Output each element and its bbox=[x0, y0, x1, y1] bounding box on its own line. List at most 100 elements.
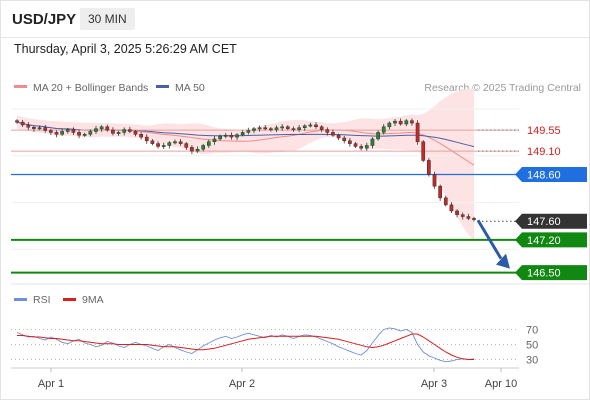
candle-body bbox=[252, 128, 256, 131]
candle-body bbox=[325, 129, 330, 133]
candlestick bbox=[393, 118, 397, 127]
candle-body bbox=[269, 128, 273, 131]
candle-body bbox=[466, 216, 471, 219]
candle-body bbox=[427, 160, 431, 175]
candle-body bbox=[116, 132, 121, 134]
candle-body bbox=[432, 174, 437, 187]
rsi-ma-legend-label: 9MA bbox=[82, 294, 104, 306]
candlestick bbox=[353, 141, 358, 149]
candle-body bbox=[235, 134, 239, 138]
candle-body bbox=[54, 132, 59, 135]
candlestick bbox=[455, 209, 459, 218]
candle-body bbox=[331, 132, 335, 136]
candlestick bbox=[269, 127, 273, 132]
source-credit: Research © 2025 Trading Central bbox=[424, 82, 581, 94]
candle-body bbox=[37, 127, 42, 130]
price-label-149.10: 149.10 bbox=[527, 146, 561, 158]
candle-body bbox=[88, 131, 93, 135]
timeframe-badge[interactable]: 30 MIN bbox=[80, 8, 135, 30]
candlestick bbox=[235, 133, 239, 141]
candlestick bbox=[336, 133, 341, 141]
candlestick bbox=[71, 127, 76, 135]
price-tag-148.60 bbox=[515, 166, 587, 182]
candlestick bbox=[381, 124, 386, 135]
candlestick bbox=[133, 129, 138, 137]
candle-body bbox=[410, 120, 414, 124]
candlestick bbox=[460, 212, 465, 220]
candlestick bbox=[116, 130, 121, 136]
candle-body bbox=[99, 126, 104, 129]
price-labels-layer: 149.55 149.10 148.60 147.60 147.20 146.50 bbox=[515, 125, 587, 281]
candlestick bbox=[184, 141, 189, 150]
candlestick bbox=[49, 128, 53, 135]
candle-body bbox=[376, 132, 380, 140]
candlestick bbox=[218, 134, 222, 141]
candlestick bbox=[54, 130, 59, 138]
candle-body bbox=[20, 121, 25, 126]
candle-body bbox=[206, 141, 211, 146]
candlestick bbox=[285, 125, 290, 131]
candle-body bbox=[60, 131, 64, 135]
candlestick bbox=[257, 125, 262, 132]
candlestick bbox=[139, 132, 143, 140]
candlestick bbox=[472, 216, 476, 222]
candlestick bbox=[60, 128, 64, 136]
x-tick-label-apr-3: Apr 3 bbox=[421, 378, 447, 390]
price-gridlines bbox=[11, 108, 519, 250]
candlestick bbox=[387, 121, 392, 130]
candlestick bbox=[127, 126, 132, 134]
ma50-legend-label: MA 50 bbox=[175, 82, 205, 94]
candle-body bbox=[77, 132, 81, 136]
candle-body bbox=[246, 130, 251, 133]
rsi-gridlines: 70 50 30 bbox=[11, 325, 538, 367]
price-chart-svg: MA 20 + Bollinger Bands MA 50 Research ©… bbox=[11, 82, 589, 390]
candlestick bbox=[99, 125, 104, 132]
candlestick bbox=[144, 134, 149, 144]
candle-body bbox=[263, 127, 268, 130]
bollinger-band bbox=[17, 88, 474, 242]
candlestick bbox=[348, 138, 352, 147]
candle-body bbox=[353, 143, 358, 147]
price-levels-layer bbox=[11, 129, 519, 274]
price-tag-146.50 bbox=[515, 265, 587, 281]
rsi-ma-line bbox=[17, 333, 474, 360]
candlestick bbox=[20, 119, 25, 128]
bollinger-band-layer bbox=[17, 88, 474, 242]
candlestick bbox=[88, 129, 93, 137]
candle-body bbox=[449, 204, 454, 212]
rsi-tick-label-50: 50 bbox=[526, 340, 538, 352]
x-axis: Apr 1 Apr 2 Apr 3 Apr 10 bbox=[11, 367, 519, 390]
candle-body bbox=[139, 134, 143, 138]
rsi-legend: RSI 9MA bbox=[14, 294, 104, 306]
candlestick bbox=[190, 145, 194, 155]
candle-body bbox=[302, 125, 307, 128]
x-tick-label-apr-10: Apr 10 bbox=[485, 378, 517, 390]
candlestick bbox=[223, 133, 228, 139]
candlestick bbox=[274, 125, 279, 133]
price-label-147.20: 147.20 bbox=[527, 235, 561, 247]
candle-body bbox=[398, 120, 403, 125]
price-label-147.60: 147.60 bbox=[527, 216, 561, 228]
candle-body bbox=[257, 127, 262, 130]
candlestick bbox=[410, 118, 414, 126]
candle-body bbox=[201, 145, 206, 150]
candlestick bbox=[297, 124, 301, 133]
candle-body bbox=[364, 145, 369, 149]
rsi-line bbox=[16, 327, 475, 363]
candle-body bbox=[472, 218, 476, 220]
candle-body bbox=[49, 130, 53, 133]
x-tick-label-apr-2: Apr 2 bbox=[229, 378, 255, 390]
candle-body bbox=[144, 136, 149, 142]
candlestick bbox=[331, 129, 335, 137]
candle-body bbox=[370, 138, 375, 146]
candle-body bbox=[212, 138, 217, 142]
price-label-146.50: 146.50 bbox=[527, 268, 561, 280]
projection-arrow-head bbox=[496, 253, 510, 269]
candle-body bbox=[184, 143, 189, 148]
candlestick bbox=[427, 158, 431, 177]
candle-body bbox=[455, 210, 459, 215]
symbol-title: USD/JPY bbox=[12, 11, 77, 28]
candle-body bbox=[319, 126, 324, 130]
candle-body bbox=[122, 129, 127, 133]
rsi-legend-label: RSI bbox=[33, 294, 51, 306]
